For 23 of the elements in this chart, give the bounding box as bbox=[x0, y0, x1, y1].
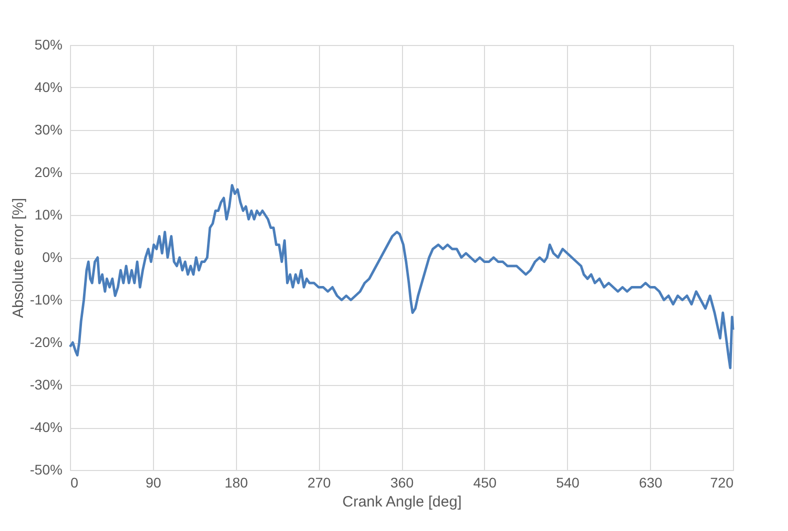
x-tick-label: 450 bbox=[473, 474, 497, 490]
y-tick-label: -30% bbox=[30, 376, 62, 392]
x-tick-label: 720 bbox=[710, 474, 734, 490]
y-tick-label: 20% bbox=[34, 164, 62, 180]
y-tick-label: -40% bbox=[30, 419, 62, 435]
x-tick-label: 270 bbox=[307, 474, 332, 490]
y-tick-label: 40% bbox=[34, 79, 62, 95]
y-tick-label: -50% bbox=[30, 462, 62, 478]
y-tick-label: 10% bbox=[34, 206, 62, 222]
x-axis-title: Crank Angle [deg] bbox=[342, 494, 462, 510]
y-tick-label: 30% bbox=[34, 122, 62, 138]
x-tick-label: 360 bbox=[390, 474, 414, 490]
x-tick-label: 540 bbox=[556, 474, 580, 490]
y-tick-label: -10% bbox=[30, 292, 62, 308]
y-tick-label: -20% bbox=[30, 334, 62, 350]
x-tick-label: 0 bbox=[70, 474, 78, 490]
x-tick-label: 180 bbox=[224, 474, 248, 490]
y-axis-title: Absolute error [%] bbox=[10, 198, 27, 318]
line-series bbox=[68, 184, 734, 370]
y-tick-label: 50% bbox=[34, 36, 62, 52]
x-tick-label: 90 bbox=[146, 474, 162, 490]
y-tick-label: 0% bbox=[42, 249, 62, 265]
x-tick-label: 630 bbox=[638, 474, 663, 490]
